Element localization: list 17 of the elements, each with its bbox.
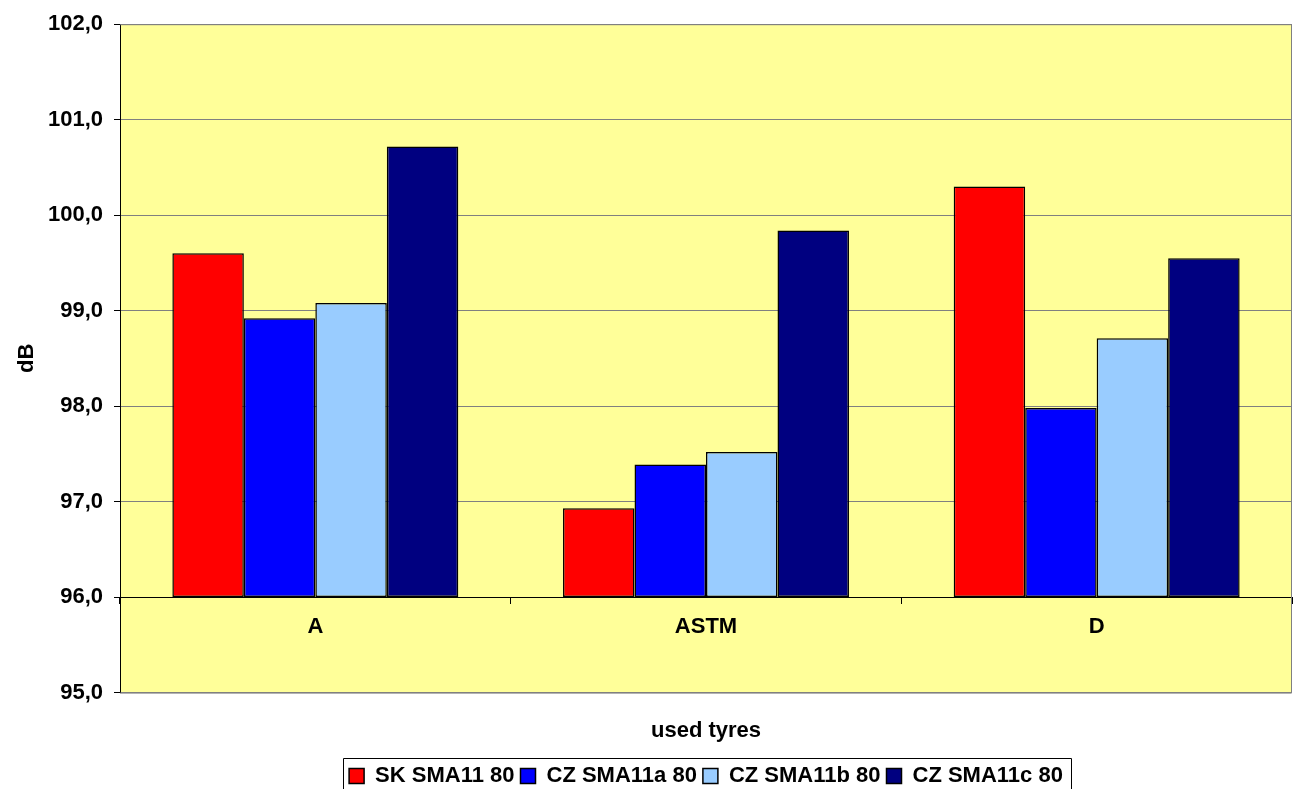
y-tick-label: 98,0 <box>60 392 103 418</box>
legend-label: SK SMA11 80 <box>375 762 515 788</box>
x-tick-label: ASTM <box>674 613 738 639</box>
y-tick-label: 100,0 <box>47 201 103 227</box>
legend-label: CZ SMA11b 80 <box>728 762 881 788</box>
x-axis-title: used tyres <box>650 716 762 742</box>
x-tick-label: D <box>1088 613 1105 639</box>
y-tick-label: 101,0 <box>47 105 103 131</box>
y-tick-label: 96,0 <box>60 583 103 609</box>
y-tick-label: 95,0 <box>60 678 103 704</box>
y-axis-title: dB <box>13 343 39 374</box>
y-tick-label: 99,0 <box>60 296 103 322</box>
y-tick-label: 102,0 <box>47 10 103 36</box>
legend-label: CZ SMA11a 80 <box>546 762 697 788</box>
y-tick-label: 97,0 <box>60 487 103 513</box>
legend-label: CZ SMA11c 80 <box>912 762 1063 788</box>
x-tick-label: A <box>307 613 324 639</box>
